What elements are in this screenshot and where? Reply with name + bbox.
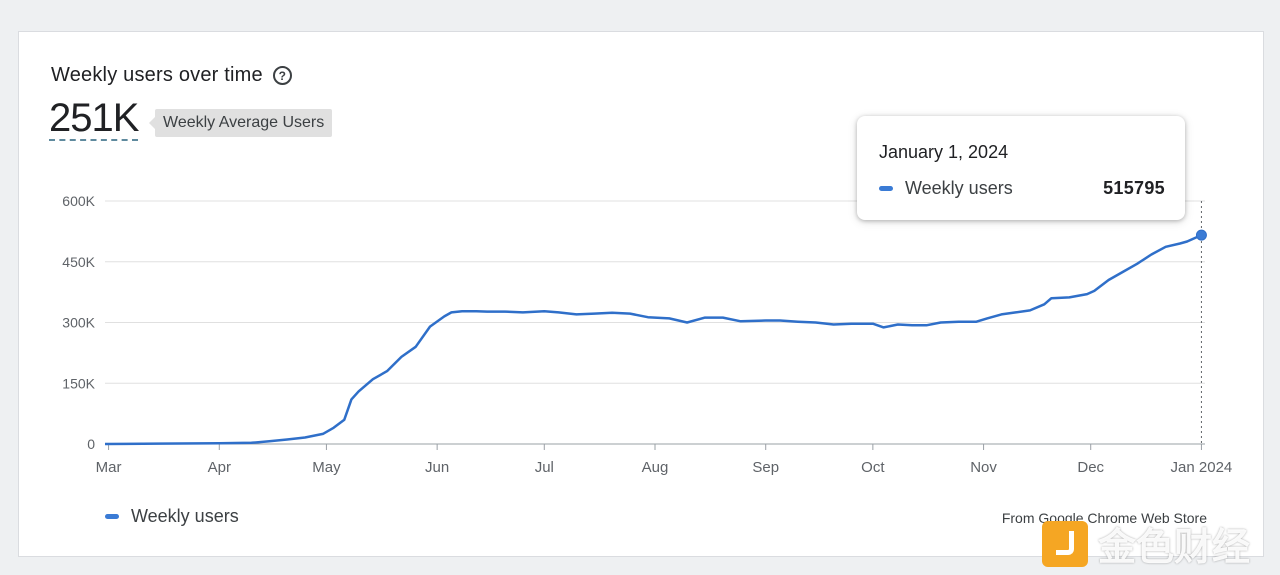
x-tick-label: Dec [1077, 459, 1104, 476]
chart-title: Weekly users over time ? [51, 64, 292, 87]
weekly-average-tooltip: Weekly Average Users [149, 108, 333, 138]
legend-label: Weekly users [131, 506, 239, 526]
help-circle-icon[interactable]: ? [272, 66, 292, 85]
tooltip-date: January 1, 2024 [879, 142, 1009, 162]
legend-swatch [105, 514, 119, 519]
hover-tooltip: January 1, 2024 Weekly users 515795 [857, 116, 1185, 220]
tooltip-arrow [149, 117, 155, 129]
jinse-logo-icon [1042, 520, 1088, 567]
y-tick-label: 150K [62, 375, 95, 391]
x-tick-label: Apr [208, 459, 231, 476]
x-tick-label: Jun [425, 459, 449, 476]
x-tick-label: Sep [752, 459, 779, 476]
line-chart[interactable]: 0 150K 300K 450K 600K Mar Apr May Jun Jul Aug Sep Oc… [19, 32, 1265, 502]
x-tick-label: Nov [970, 459, 997, 476]
y-tick-label: 600K [62, 193, 95, 209]
tooltip-swatch [879, 186, 893, 191]
tooltip-series: Weekly users [905, 178, 1013, 198]
series-line-weekly-users [104, 230, 1206, 446]
watermark: 金色财经 [1042, 516, 1250, 571]
y-tick-label: 300K [62, 315, 95, 331]
weekly-average-value[interactable]: 251K [49, 96, 139, 141]
watermark-text: 金色财经 [1098, 527, 1251, 569]
x-tick-label: Jul [535, 459, 554, 476]
x-tick-label: Oct [861, 459, 885, 476]
highlight-point [1195, 229, 1207, 241]
tooltip-value: 515795 [1103, 178, 1165, 198]
chart-title-text: Weekly users over time [51, 64, 263, 86]
y-tick-label: 0 [87, 436, 95, 452]
chart-legend[interactable]: Weekly users [105, 506, 239, 527]
tooltip-row: Weekly users 515795 [879, 178, 1165, 199]
x-tick-label: Mar [96, 459, 122, 476]
x-tick-label: Jan 2024 [1171, 459, 1233, 476]
chart-card: Weekly users over time ? 251K Weekly Ave… [18, 31, 1264, 557]
y-tick-label: 450K [62, 254, 95, 270]
x-tick-label: Aug [642, 459, 669, 476]
weekly-average-label: Weekly Average Users [155, 109, 333, 137]
x-tick-label: May [312, 459, 341, 476]
